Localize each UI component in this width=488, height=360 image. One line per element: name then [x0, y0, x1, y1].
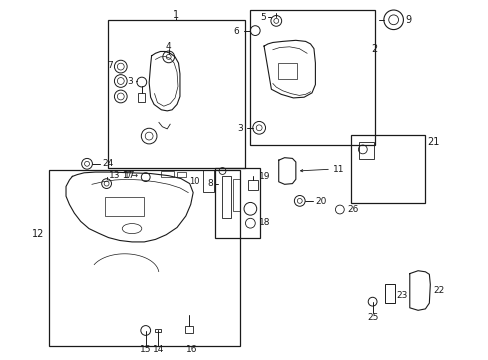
Text: 17: 17 [124, 171, 136, 180]
Text: 22: 22 [432, 287, 444, 295]
Bar [359, 142, 373, 159]
Bar [177, 172, 185, 177]
Text: 21: 21 [426, 137, 438, 147]
Text: 20: 20 [315, 197, 326, 206]
Bar [138, 93, 145, 102]
Text: 9: 9 [405, 15, 411, 25]
Text: 26: 26 [346, 205, 358, 214]
Text: 3: 3 [237, 124, 243, 133]
Bar [108, 20, 244, 168]
Text: 13: 13 [108, 171, 120, 180]
Text: 14: 14 [153, 346, 164, 354]
Bar [249, 10, 374, 145]
Bar [385, 284, 394, 303]
Text: 8: 8 [206, 179, 212, 188]
Text: 16: 16 [185, 346, 197, 354]
Bar [105, 197, 144, 216]
Text: 11: 11 [332, 165, 344, 174]
Text: 10: 10 [189, 177, 199, 186]
Bar [277, 63, 297, 79]
Text: 7: 7 [107, 61, 113, 71]
Bar [350, 135, 425, 203]
Text: 25: 25 [366, 313, 378, 322]
Bar [232, 179, 239, 211]
Text: 2: 2 [371, 44, 377, 54]
Bar [184, 326, 192, 333]
Text: 18: 18 [259, 218, 270, 227]
Text: 19: 19 [259, 172, 270, 181]
Bar [155, 329, 161, 332]
Text: 3: 3 [127, 77, 133, 85]
Bar [161, 171, 173, 177]
Text: 23: 23 [395, 291, 407, 300]
Text: 5: 5 [260, 13, 266, 22]
Text: 6: 6 [233, 27, 239, 36]
Bar [248, 180, 258, 190]
Bar [203, 170, 214, 192]
Bar [221, 176, 231, 218]
Text: 17→: 17→ [122, 171, 138, 180]
Bar [49, 170, 239, 346]
Text: 24: 24 [102, 159, 114, 168]
Text: 15: 15 [139, 346, 151, 354]
Text: 4: 4 [165, 41, 171, 50]
Text: 1: 1 [173, 10, 179, 20]
Text: 12: 12 [32, 229, 44, 239]
Bar [215, 168, 260, 238]
